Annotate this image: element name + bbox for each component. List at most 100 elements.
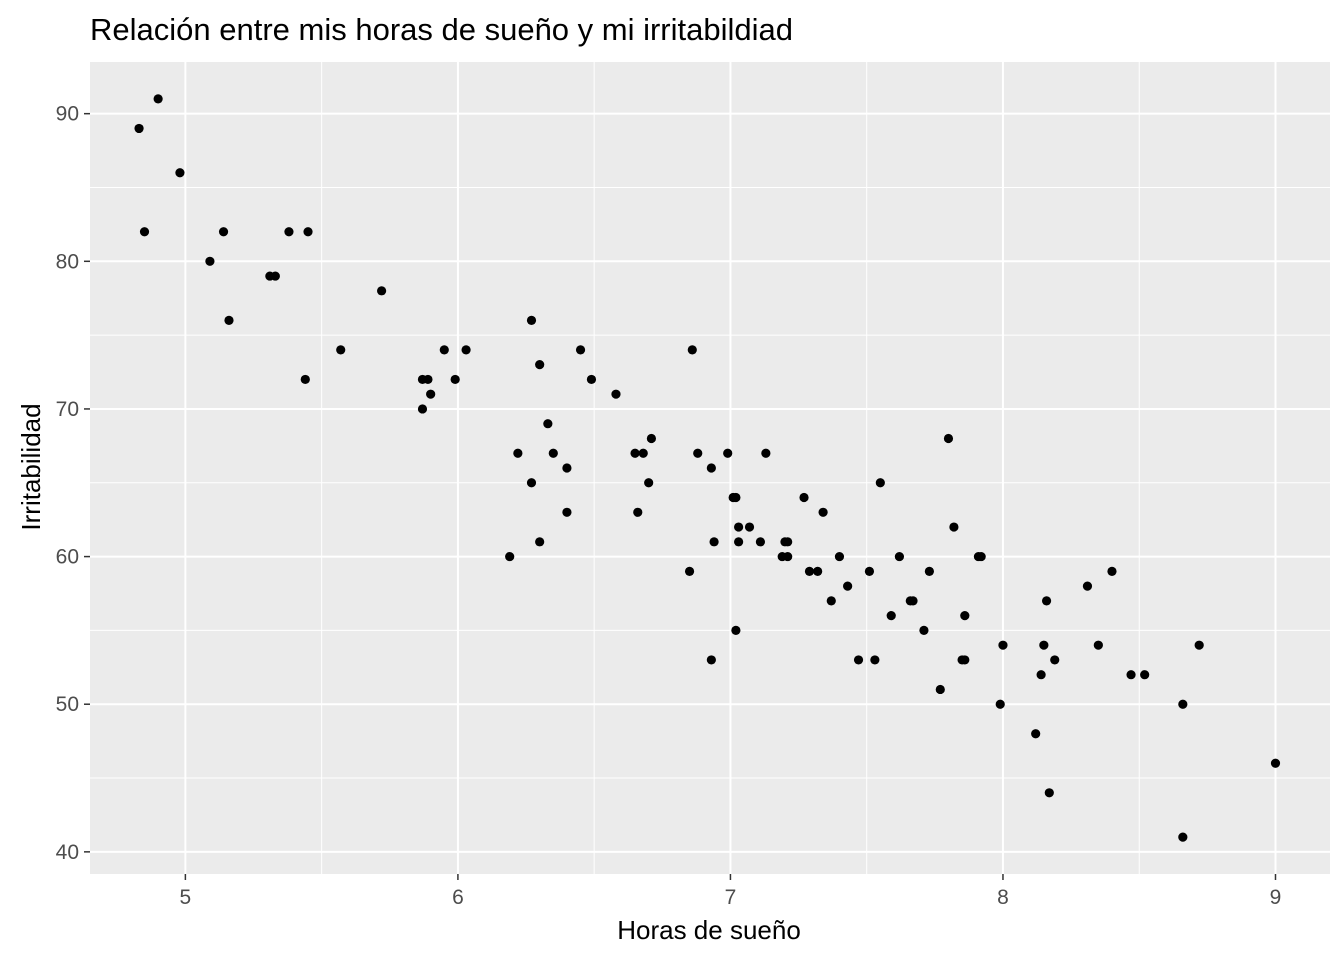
data-point bbox=[644, 478, 654, 488]
data-point bbox=[284, 227, 294, 237]
data-point bbox=[818, 507, 828, 517]
y-tick-label: 90 bbox=[56, 103, 79, 126]
data-point bbox=[908, 596, 918, 606]
data-point bbox=[706, 655, 716, 665]
y-tick-label: 70 bbox=[56, 398, 79, 421]
data-point bbox=[684, 566, 695, 576]
data-point bbox=[813, 566, 823, 576]
data-point bbox=[1093, 640, 1103, 650]
data-point bbox=[377, 286, 387, 296]
data-point bbox=[336, 345, 346, 355]
data-point bbox=[919, 625, 929, 636]
y-axis: 40 50 60 70 80 90 bbox=[56, 103, 90, 864]
data-point bbox=[562, 507, 572, 517]
data-point bbox=[1107, 566, 1117, 576]
data-point bbox=[894, 551, 905, 562]
data-point bbox=[804, 566, 815, 576]
data-point bbox=[535, 537, 545, 547]
data-point bbox=[543, 419, 553, 429]
data-point bbox=[461, 345, 471, 355]
x-axis: 5 6 7 8 9 bbox=[180, 874, 1282, 909]
data-point bbox=[761, 448, 771, 458]
data-point bbox=[995, 699, 1005, 709]
data-point bbox=[799, 492, 809, 503]
x-tick-label: 7 bbox=[725, 886, 737, 909]
data-point bbox=[1178, 699, 1188, 709]
data-point bbox=[270, 271, 280, 281]
chart-title: Relación entre mis horas de sueño y mi i… bbox=[90, 12, 793, 47]
data-point bbox=[783, 551, 793, 562]
data-point bbox=[562, 463, 572, 473]
minor-gridlines bbox=[90, 62, 1330, 874]
data-point bbox=[693, 448, 703, 458]
data-point bbox=[134, 123, 144, 134]
data-point bbox=[646, 433, 657, 444]
data-point bbox=[731, 625, 741, 636]
data-point bbox=[526, 478, 537, 488]
data-points bbox=[134, 94, 1281, 842]
data-point bbox=[630, 448, 640, 458]
data-point bbox=[723, 448, 733, 458]
data-point bbox=[870, 655, 880, 665]
data-point bbox=[535, 360, 545, 370]
data-point bbox=[755, 537, 766, 547]
data-point bbox=[303, 227, 313, 237]
y-axis-title: Irritabilidad bbox=[16, 403, 46, 530]
data-point bbox=[1126, 670, 1136, 680]
data-point bbox=[998, 640, 1008, 650]
y-tick-label: 50 bbox=[56, 693, 79, 716]
data-point bbox=[218, 227, 229, 237]
data-point bbox=[1194, 640, 1204, 650]
data-point bbox=[450, 374, 460, 385]
data-point bbox=[834, 551, 845, 562]
data-point bbox=[1039, 640, 1049, 650]
data-point bbox=[548, 448, 558, 458]
data-point bbox=[875, 478, 885, 488]
x-tick-label: 8 bbox=[997, 886, 1009, 909]
data-point bbox=[734, 522, 744, 532]
data-point bbox=[706, 463, 716, 473]
data-point bbox=[205, 256, 215, 266]
data-point bbox=[575, 345, 586, 355]
data-point bbox=[744, 522, 755, 532]
x-tick-label: 9 bbox=[1270, 886, 1282, 909]
data-point bbox=[943, 433, 954, 444]
data-point bbox=[864, 566, 875, 576]
data-point bbox=[731, 492, 741, 503]
data-point bbox=[687, 345, 697, 355]
data-point bbox=[935, 684, 945, 695]
data-point bbox=[300, 374, 310, 385]
data-point bbox=[1031, 729, 1041, 739]
data-point bbox=[1050, 655, 1060, 665]
data-point bbox=[1140, 670, 1150, 680]
major-gridlines bbox=[90, 62, 1330, 874]
data-point bbox=[886, 611, 896, 621]
data-point bbox=[1041, 596, 1052, 606]
data-point bbox=[783, 537, 793, 547]
data-point bbox=[1178, 832, 1188, 842]
data-point bbox=[1270, 758, 1281, 768]
y-tick-label: 60 bbox=[56, 546, 79, 569]
data-point bbox=[139, 227, 150, 237]
data-point bbox=[924, 566, 934, 576]
data-point bbox=[224, 315, 234, 325]
data-point bbox=[960, 655, 970, 665]
data-point bbox=[175, 168, 185, 178]
data-point bbox=[417, 404, 428, 414]
data-point bbox=[513, 448, 523, 458]
data-point bbox=[1082, 581, 1093, 591]
data-point bbox=[439, 345, 449, 355]
data-point bbox=[734, 537, 744, 547]
data-point bbox=[1036, 670, 1046, 680]
data-point bbox=[638, 448, 648, 458]
x-tick-label: 6 bbox=[452, 886, 464, 909]
data-point bbox=[423, 374, 433, 385]
data-point bbox=[960, 611, 970, 621]
data-point bbox=[586, 374, 597, 385]
data-point bbox=[949, 522, 959, 532]
data-point bbox=[709, 537, 719, 547]
data-point bbox=[611, 389, 621, 399]
data-point bbox=[526, 315, 537, 325]
data-point bbox=[976, 551, 986, 562]
